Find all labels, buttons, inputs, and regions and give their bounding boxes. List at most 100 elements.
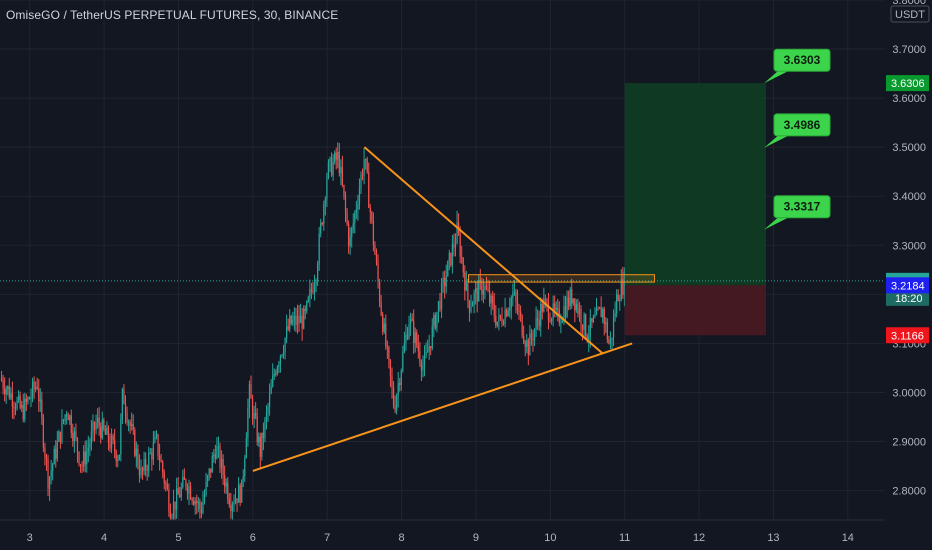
candle-body: [217, 446, 220, 448]
candle-body: [35, 386, 37, 389]
candle-body: [408, 324, 410, 339]
candle-body: [571, 289, 573, 304]
candle-body: [459, 233, 461, 257]
candle-body: [132, 424, 134, 430]
currency-badge: [890, 5, 930, 23]
price-tick-label: 3.7000: [892, 44, 926, 56]
candle-body: [450, 252, 452, 266]
candle-body: [76, 437, 79, 452]
candle-body: [603, 308, 605, 324]
candle-body: [317, 264, 319, 281]
candle-body: [163, 472, 165, 483]
candle-body: [334, 152, 336, 163]
candle-body: [537, 318, 539, 321]
candle-body: [275, 373, 277, 375]
candle-body: [222, 458, 224, 476]
candle-body: [392, 387, 395, 406]
candle-body: [47, 459, 49, 489]
price-axis[interactable]: 2.80002.90003.00003.10003.20003.30003.40…: [885, 0, 932, 550]
target-callout: 3.4986: [764, 113, 831, 148]
candle-body: [152, 442, 155, 460]
candle-body: [230, 504, 232, 512]
candle-body: [284, 338, 286, 353]
candle-body: [605, 322, 607, 324]
candle-body: [13, 406, 15, 408]
candle-body: [273, 373, 275, 376]
candle-body: [73, 431, 75, 442]
candle-body: [343, 184, 345, 196]
candle-body: [329, 157, 331, 162]
candle-body: [220, 458, 223, 469]
candle-body: [519, 311, 522, 316]
candle-body: [78, 451, 80, 465]
candle-body: [155, 434, 158, 437]
candle-body: [19, 395, 21, 408]
candle-body: [543, 298, 545, 312]
candle-body: [433, 315, 435, 327]
candle-body: [237, 485, 240, 503]
price-tick-label: 2.9000: [892, 437, 926, 449]
candle-body: [616, 294, 618, 314]
candle-body: [143, 459, 145, 472]
target-callout: 3.6303: [764, 48, 831, 84]
candle-body: [279, 355, 282, 365]
candle-body: [131, 424, 133, 426]
candle-body: [245, 438, 247, 459]
candle-body: [375, 254, 378, 263]
time-tick-label: 8: [399, 532, 405, 544]
candle-body: [420, 362, 423, 371]
candle-body: [523, 336, 525, 343]
time-axis-background: [0, 520, 932, 550]
candle-body: [250, 384, 252, 399]
candle-body: [518, 310, 520, 312]
candle-body: [396, 395, 398, 411]
candle-body: [357, 204, 359, 210]
trendlines: [252, 146, 655, 472]
candle-body: [326, 177, 328, 200]
candle-body: [406, 334, 409, 339]
candle-body: [227, 482, 229, 500]
candle-body: [321, 223, 323, 225]
candle-body: [166, 484, 168, 490]
candle-body: [2, 380, 4, 389]
candle-body: [529, 333, 531, 356]
candle-body: [5, 389, 7, 395]
candle-body: [162, 461, 164, 473]
candle-body: [502, 323, 505, 325]
candle-body: [137, 448, 139, 466]
candle-body: [549, 320, 551, 322]
candle-body: [425, 351, 427, 356]
candle-body: [427, 351, 429, 353]
candle-body: [465, 280, 467, 291]
candle-body: [225, 482, 227, 487]
time-axis[interactable]: 3 4 5 6 7 8 9 10 11 12 13 14: [0, 519, 932, 550]
candle-body: [351, 228, 353, 237]
candle-body: [289, 315, 291, 330]
time-tick-label: 10: [544, 532, 556, 544]
price-level-badge: [886, 327, 929, 344]
time-tick-label: 13: [767, 532, 779, 544]
candle-body: [0, 377, 3, 381]
candle-body: [541, 303, 543, 312]
candle-body: [62, 419, 65, 421]
position-zones: [0, 83, 885, 336]
candle-body: [355, 209, 357, 213]
candle-body: [127, 422, 130, 424]
candle-body: [126, 413, 128, 423]
candle-body: [272, 375, 274, 387]
candle-body: [256, 416, 258, 443]
candle-body: [344, 195, 347, 212]
candle-body: [306, 301, 308, 312]
candle-body: [423, 355, 426, 366]
candle-body: [206, 475, 209, 482]
candle-body: [533, 329, 536, 341]
candle-body: [312, 290, 314, 293]
candle-body: [567, 297, 570, 307]
candle-body: [349, 236, 351, 246]
price-tick-label: 3.3000: [892, 240, 926, 252]
candle-body: [557, 307, 559, 310]
candle-body: [177, 488, 179, 495]
candle-body: [532, 338, 534, 341]
candle-body: [526, 340, 528, 347]
